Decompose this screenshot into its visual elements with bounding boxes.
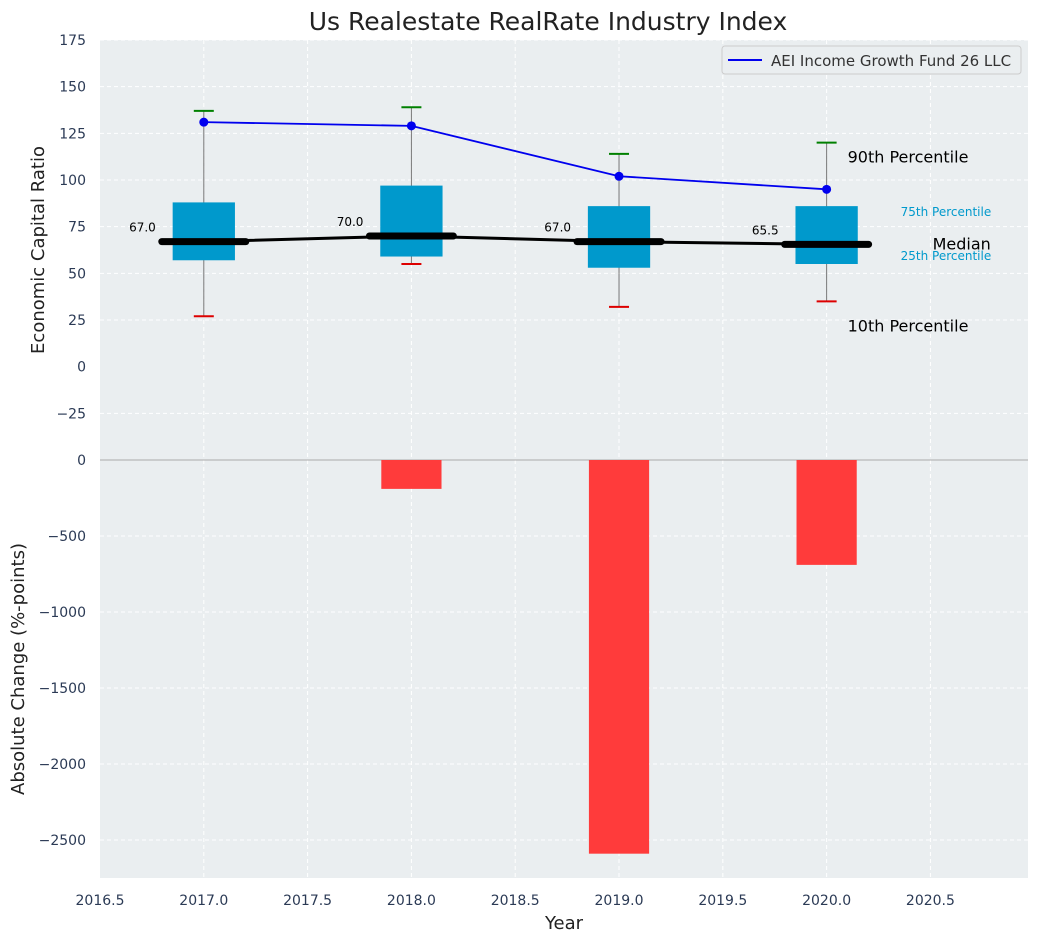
company-series-line [203,121,827,191]
company-series-point [199,117,209,127]
p10-annotation: 10th Percentile [848,316,969,335]
top-y-tick-label: 125 [59,126,86,142]
x-tick-label: 2020.0 [802,893,851,909]
top-y-tick-label: 75 [68,220,86,236]
legend-box [721,45,1022,75]
iqr-box [587,206,651,268]
median-value-label: 67.0 [129,221,156,235]
bottom-y-axis-label: Absolute Change (%-points) [8,543,29,795]
x-tick-label: 2018.5 [491,893,540,909]
change-bar [381,460,442,489]
iqr-box [380,185,443,257]
top-y-tick-label: 175 [59,33,86,49]
legend: AEI Income Growth Fund 26 LLC [721,45,1022,75]
p25-annotation: 25th Percentile [901,249,992,263]
x-axis-label: Year [544,913,584,934]
bottom-y-tick-label: −1500 [39,681,86,697]
bottom-y-tick-label: −2000 [39,757,86,773]
x-tick-label: 2016.5 [76,893,125,909]
top-y-tick-label: 0 [77,360,86,376]
top-y-tick-label: 50 [68,266,86,282]
top-plot-area [100,40,1028,460]
top-y-tick-label: 100 [59,173,86,189]
median-value-label: 70.0 [337,215,364,229]
company-series-point [614,171,624,181]
top-y-axis-label: Economic Capital Ratio [28,146,49,354]
p90-annotation: 90th Percentile [848,148,969,167]
iqr-box [795,206,858,264]
company-series-point [822,184,832,194]
x-tick-label: 2020.5 [906,893,955,909]
p75-annotation: 75th Percentile [901,205,992,219]
x-tick-label: 2017.0 [179,893,228,909]
labels-layer: 175 150 125 100 75 50 25 0 −25 0 −500 −1000 −1500 −20… [39,33,992,909]
x-tick-label: 2018.0 [387,893,436,909]
median-value-label: 65.5 [752,223,779,237]
change-bar [588,460,650,854]
legend-label: AEI Income Growth Fund 26 LLC [771,52,1011,70]
bottom-plot-area [100,460,1028,878]
median-trend-line [203,234,827,246]
iqr-box [172,202,235,261]
x-tick-label: 2017.5 [283,893,332,909]
change-bar [796,460,857,565]
company-series-point [406,121,416,131]
bottom-y-tick-label: −1000 [39,605,86,621]
x-tick-label: 2019.5 [698,893,747,909]
top-y-tick-label: 25 [68,313,86,329]
bottom-y-tick-label: 0 [77,453,86,469]
top-y-tick-label: 150 [59,80,86,96]
x-tick-label: 2019.0 [595,893,644,909]
median-value-label: 67.0 [544,221,571,235]
top-y-tick-label: −25 [56,406,86,422]
marks-layer [158,106,873,854]
median-annotation: Median [933,234,991,253]
bottom-y-tick-label: −500 [48,529,86,545]
chart-title: Us Realestate RealRate Industry Index [309,7,788,36]
bottom-y-tick-label: −2500 [39,833,86,849]
